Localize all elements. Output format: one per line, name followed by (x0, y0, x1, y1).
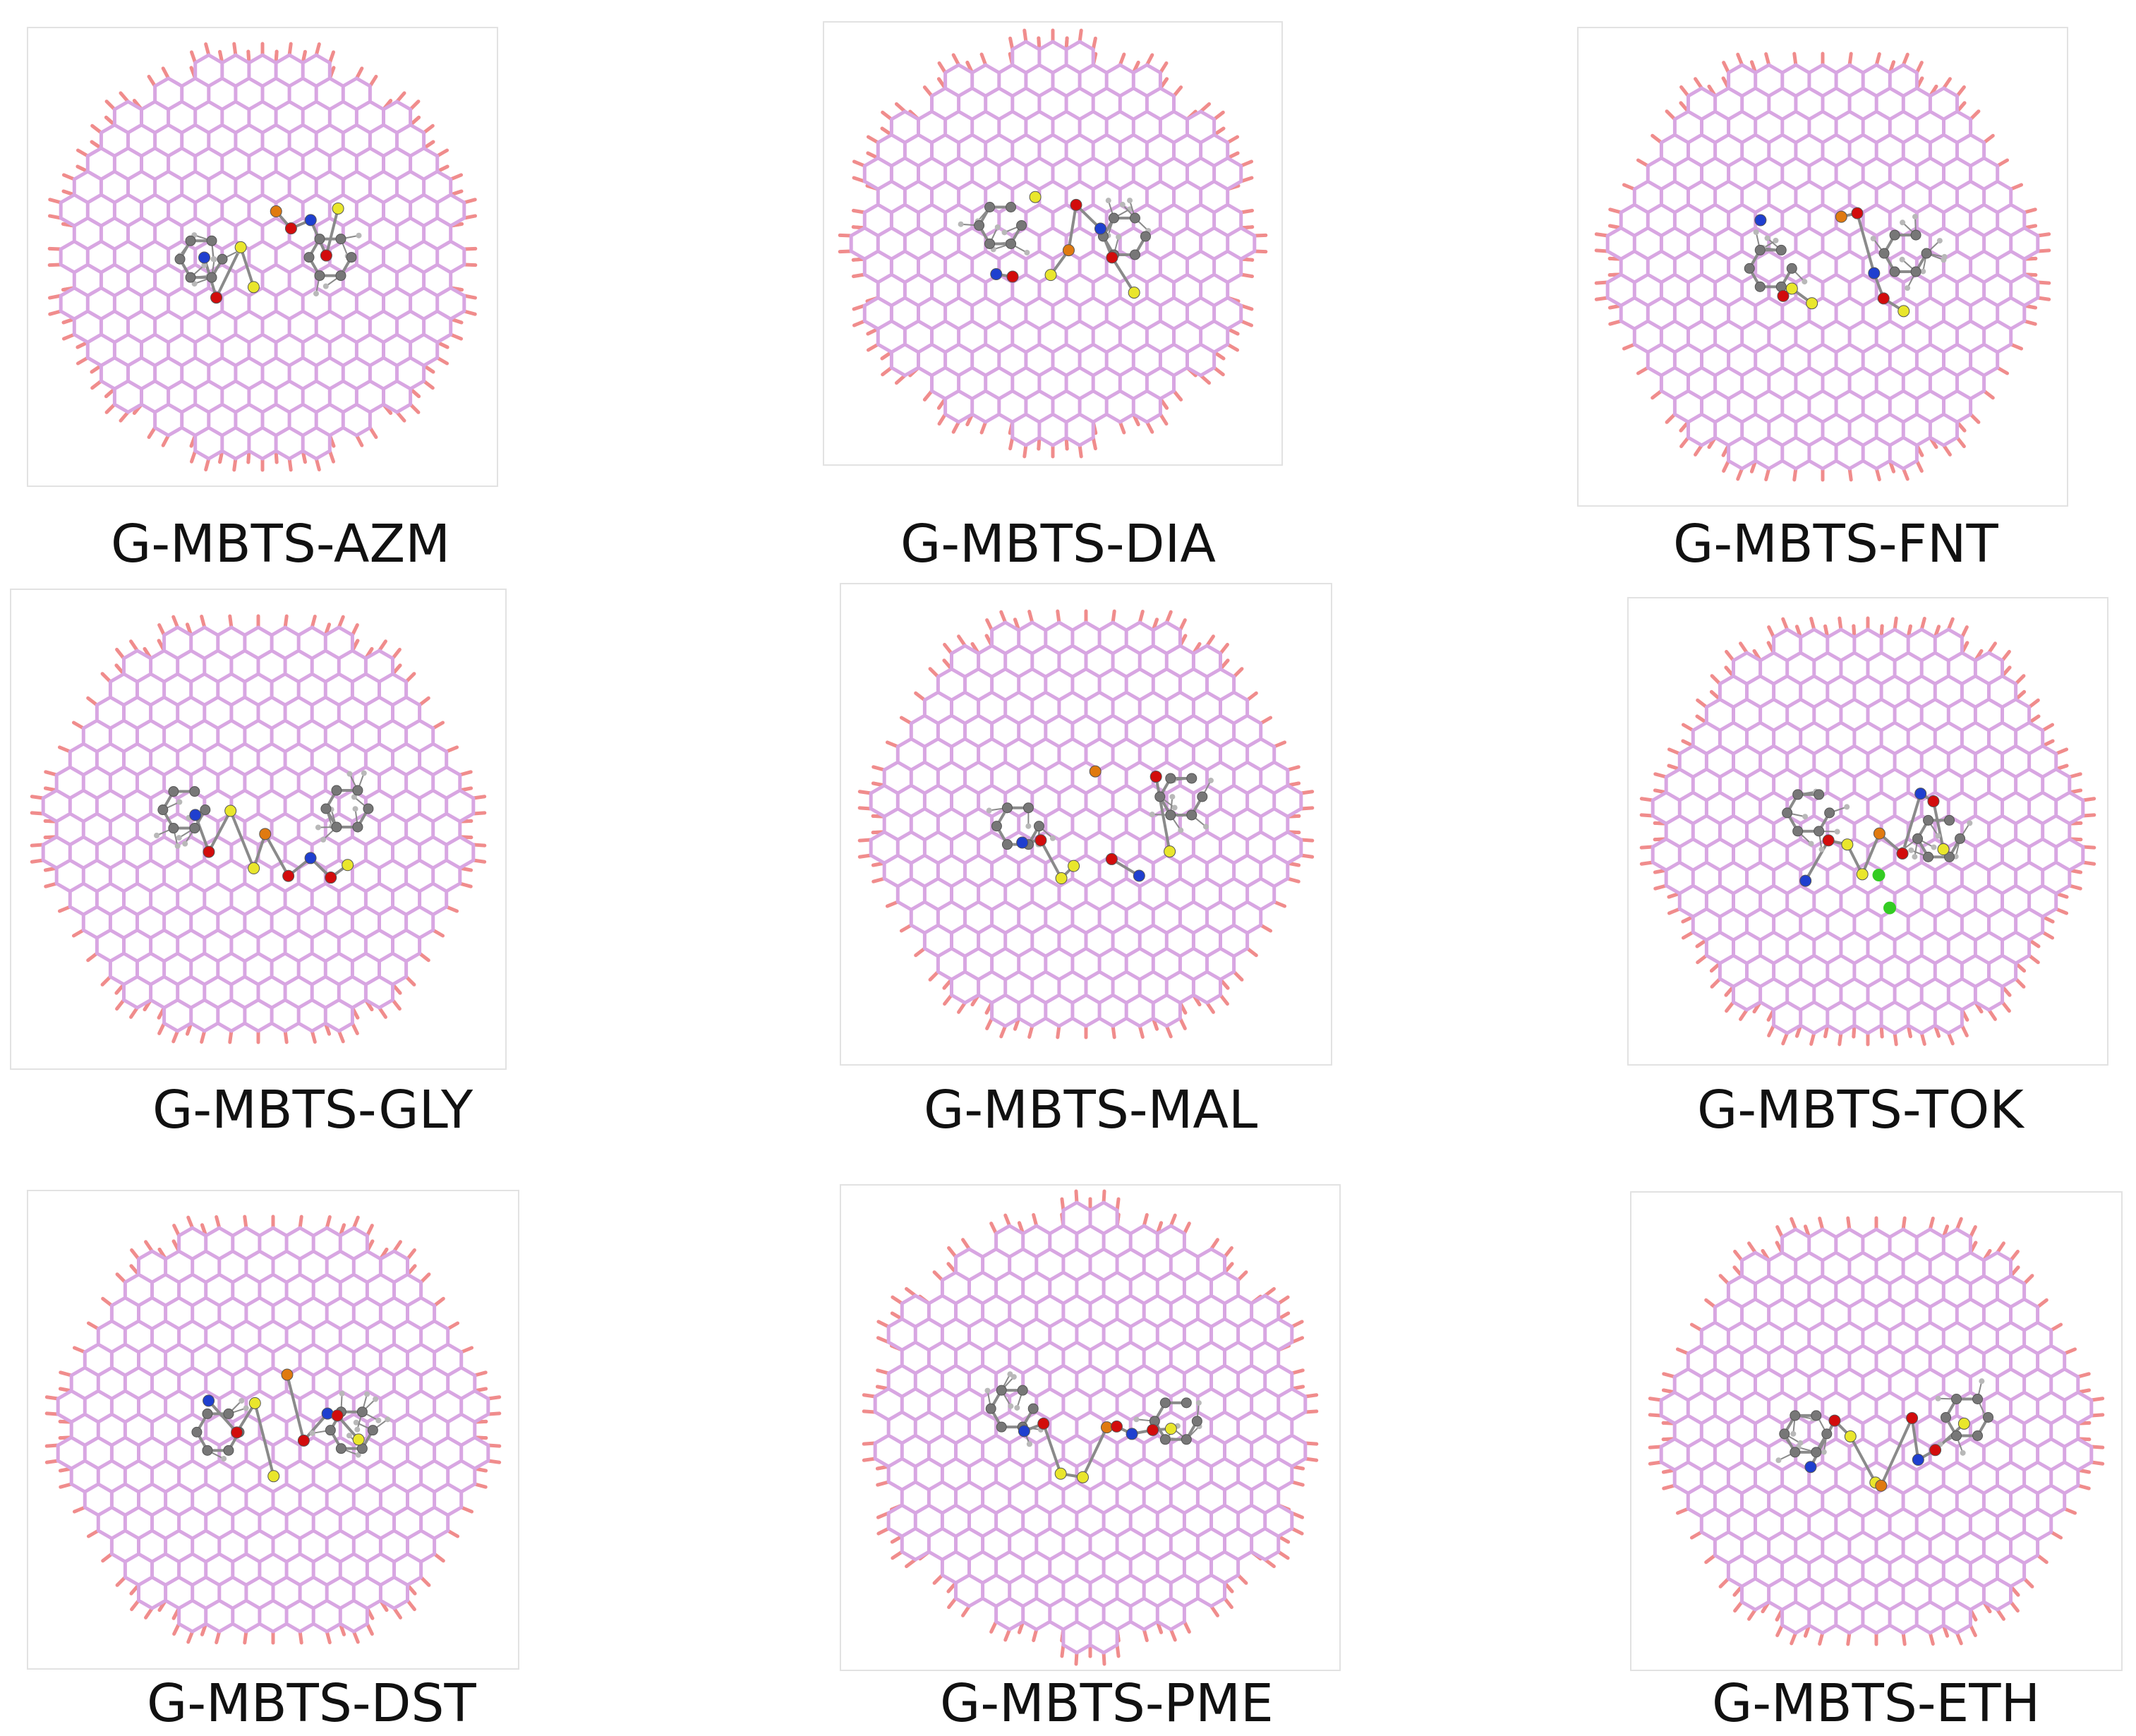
structure-panel-azm (27, 27, 498, 487)
structure-panel-fnt (1577, 27, 2068, 507)
graphene-complex-icon (857, 609, 1315, 1039)
structure-panel-gly (10, 589, 507, 1070)
panel-label-azm: G-MBTS-AZM (111, 514, 451, 574)
panel-label-tok: G-MBTS-TOK (1697, 1080, 2024, 1140)
structure-panel-mal (840, 583, 1332, 1066)
panel-label-dst: G-MBTS-DST (147, 1673, 476, 1734)
panel-label-pme: G-MBTS-PME (940, 1673, 1274, 1734)
structure-panel-eth (1630, 1191, 2123, 1671)
graphene-complex-icon (1648, 1216, 2105, 1646)
panel-label-eth: G-MBTS-ETH (1712, 1673, 2041, 1734)
structure-panel-tok (1627, 597, 2108, 1066)
structure-panel-pme (840, 1184, 1341, 1671)
graphene-complex-icon (30, 614, 487, 1044)
graphene-complex-icon (862, 1189, 1319, 1666)
panel-label-gly: G-MBTS-GLY (152, 1080, 473, 1140)
graphene-complex-icon (1594, 52, 2051, 482)
panel-label-fnt: G-MBTS-FNT (1673, 514, 1998, 574)
graphene-complex-icon (47, 42, 478, 472)
graphene-complex-icon (838, 28, 1268, 459)
graphene-complex-icon (44, 1214, 502, 1645)
structure-panel-dia (823, 21, 1283, 466)
panel-label-dia: G-MBTS-DIA (900, 514, 1216, 574)
structure-panel-dst (27, 1190, 519, 1670)
panel-label-mal: G-MBTS-MAL (924, 1080, 1258, 1140)
graphene-complex-icon (1639, 616, 2096, 1047)
